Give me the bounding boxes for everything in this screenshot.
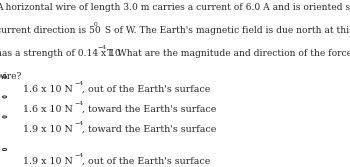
- Text: has a strength of 0.14 x 10: has a strength of 0.14 x 10: [0, 49, 121, 58]
- Text: , toward the Earth's surface: , toward the Earth's surface: [82, 105, 217, 114]
- Text: 1.6 x 10 N: 1.6 x 10 N: [23, 85, 73, 94]
- Text: −4: −4: [75, 121, 84, 126]
- Text: −4: −4: [97, 45, 106, 50]
- Text: wire?: wire?: [0, 72, 22, 81]
- Text: , out of the Earth's surface: , out of the Earth's surface: [82, 157, 211, 166]
- Text: T. What are the magnitude and direction of the force on the: T. What are the magnitude and direction …: [104, 49, 350, 58]
- Text: S of W. The Earth's magnetic field is due north at this point and: S of W. The Earth's magnetic field is du…: [102, 26, 350, 35]
- Text: −4: −4: [75, 81, 84, 86]
- Text: 1.9 x 10 N: 1.9 x 10 N: [23, 157, 73, 166]
- Text: A horizontal wire of length 3.0 m carries a current of 6.0 A and is oriented so : A horizontal wire of length 3.0 m carrie…: [0, 3, 350, 12]
- Text: 0: 0: [94, 22, 98, 27]
- Text: −4: −4: [75, 101, 84, 106]
- Text: −4: −4: [75, 153, 84, 158]
- Text: , toward the Earth's surface: , toward the Earth's surface: [82, 125, 217, 134]
- Text: , out of the Earth's surface: , out of the Earth's surface: [82, 85, 211, 94]
- Text: 1.9 x 10 N: 1.9 x 10 N: [23, 125, 73, 134]
- Text: 1.6 x 10 N: 1.6 x 10 N: [23, 105, 73, 114]
- Text: current direction is 50: current direction is 50: [0, 26, 101, 35]
